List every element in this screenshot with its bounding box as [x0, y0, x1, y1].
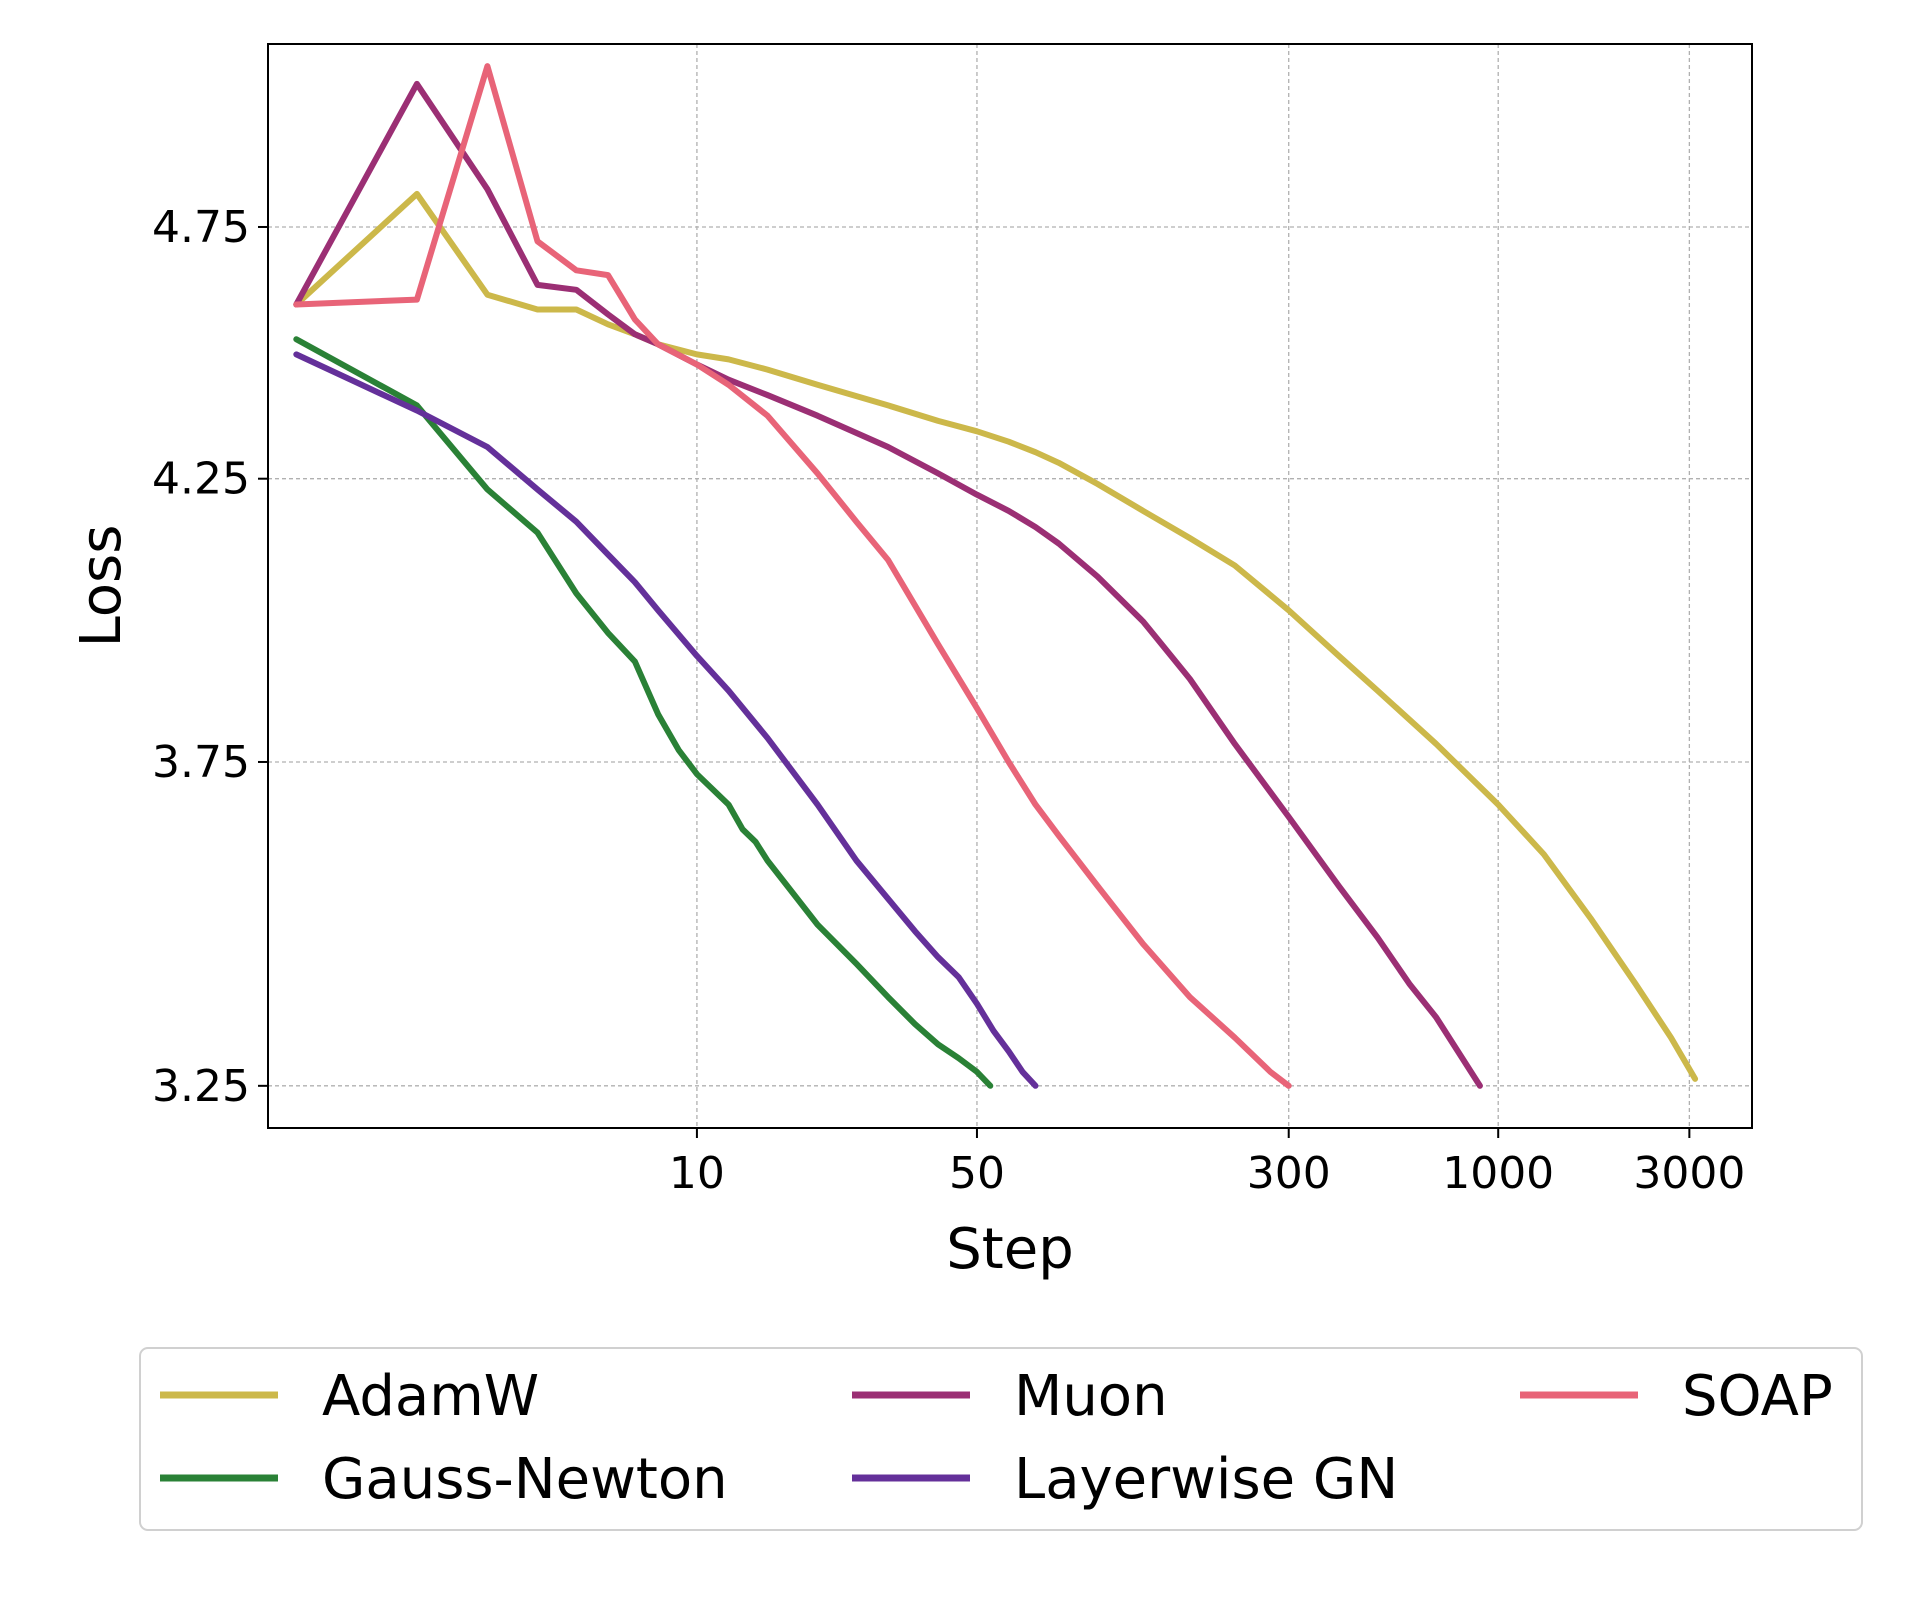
y-tick-label: 4.25	[152, 454, 250, 505]
legend-label-layerwise-gn: Layerwise GN	[1014, 1447, 1398, 1512]
x-tick-label: 3000	[1633, 1148, 1745, 1199]
series-line-layerwise-gn	[293, 351, 1039, 1089]
x-tick-label: 300	[1247, 1148, 1331, 1199]
plot-frame	[267, 43, 1753, 1129]
x-axis-title: Step	[946, 1217, 1074, 1282]
series-line-gauss-newton	[293, 336, 994, 1089]
series-line-muon	[293, 80, 1483, 1089]
x-tick-label: 50	[949, 1148, 1005, 1199]
x-tick-label: 10	[669, 1148, 725, 1199]
y-tick-label: 4.75	[152, 202, 250, 253]
y-tick-label: 3.25	[152, 1061, 250, 1112]
series-layer	[293, 63, 1699, 1089]
y-axis-title: Loss	[69, 525, 134, 648]
legend-label-adamw: AdamW	[322, 1364, 539, 1429]
legend-label-gauss-newton: Gauss-Newton	[322, 1447, 728, 1512]
series-line-soap	[293, 63, 1292, 1089]
y-tick-label: 3.75	[152, 737, 250, 788]
ticks: 10 50 300 1000 3000 3.25 3.75 4.25 4.75	[152, 202, 1745, 1199]
series-line-adamw	[293, 190, 1699, 1082]
legend-label-muon: Muon	[1014, 1364, 1168, 1429]
grid	[268, 44, 1752, 1128]
legend: AdamW Muon SOAP Gauss-Newton Layerwise GN	[139, 1347, 1863, 1531]
x-tick-label: 1000	[1442, 1148, 1554, 1199]
legend-label-soap: SOAP	[1682, 1364, 1833, 1429]
legend-box	[139, 1347, 1863, 1531]
